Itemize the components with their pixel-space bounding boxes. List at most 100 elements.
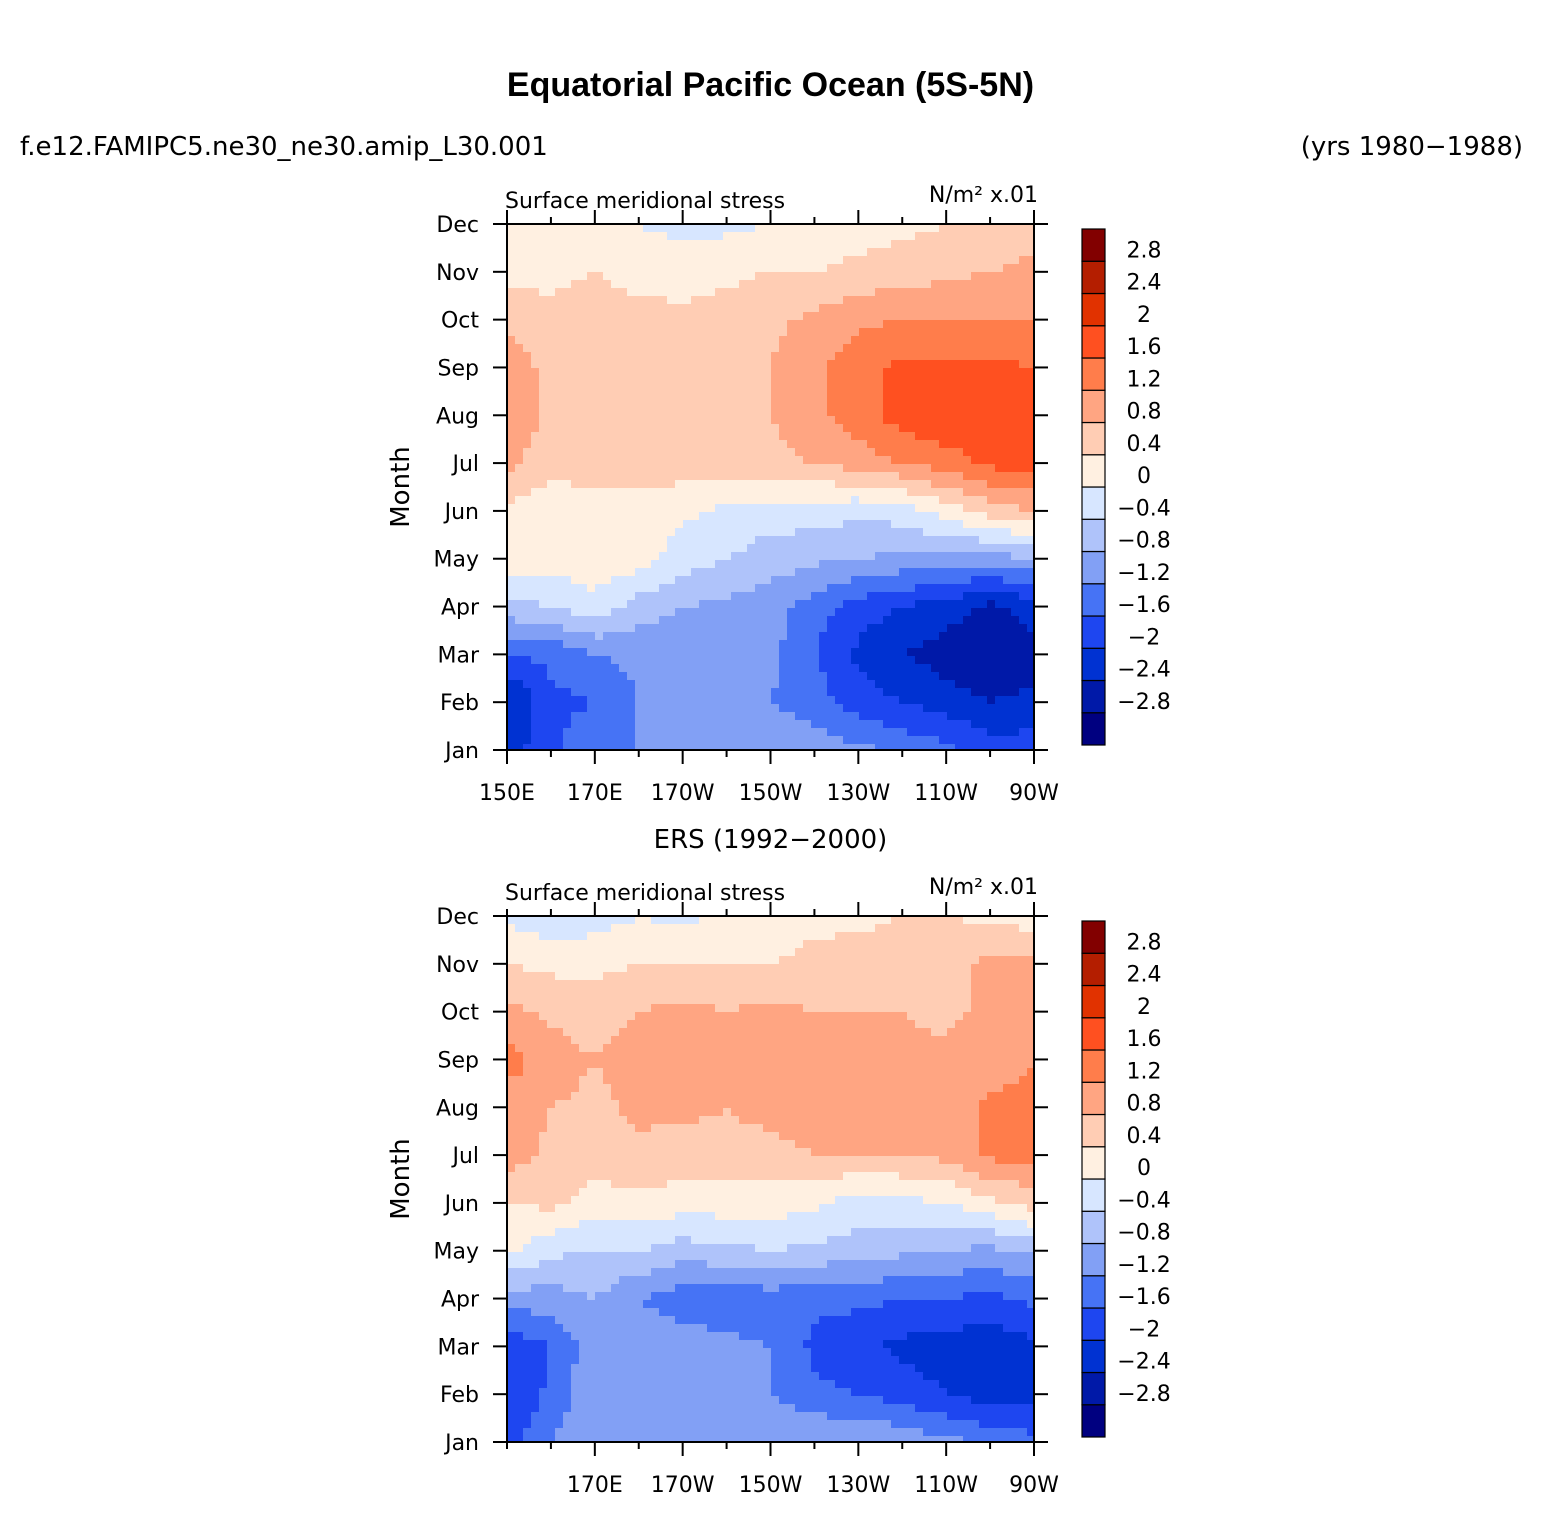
heatmap-cell xyxy=(507,440,516,449)
heatmap-cell xyxy=(627,956,636,965)
heatmap-cell xyxy=(587,616,596,625)
heatmap-cell xyxy=(827,924,836,933)
heatmap-cell xyxy=(531,512,540,521)
heatmap-cell xyxy=(683,368,692,377)
heatmap-cell xyxy=(891,384,900,393)
heatmap-cell xyxy=(547,576,556,585)
heatmap-cell xyxy=(747,368,756,377)
heatmap-cell xyxy=(979,256,988,265)
heatmap-cell xyxy=(763,736,772,745)
heatmap-cell xyxy=(579,600,588,609)
heatmap-cell xyxy=(939,368,948,377)
heatmap-cell xyxy=(619,592,628,601)
heatmap-cell xyxy=(651,424,660,433)
heatmap-cell xyxy=(955,656,964,665)
heatmap-cell xyxy=(651,544,660,553)
y-tick-label: Apr xyxy=(441,596,480,621)
heatmap-cell xyxy=(1003,480,1012,489)
heatmap-cell xyxy=(835,728,844,737)
heatmap-cell xyxy=(1011,744,1020,751)
heatmap-cell xyxy=(523,256,532,265)
heatmap-cell xyxy=(547,940,556,949)
heatmap-cell xyxy=(1011,272,1020,281)
heatmap-cell xyxy=(667,288,676,297)
heatmap-cell xyxy=(675,680,684,689)
heatmap-cell xyxy=(827,224,836,233)
heatmap-cell xyxy=(763,296,772,305)
heatmap-cell xyxy=(547,696,556,705)
heatmap-cell xyxy=(1003,416,1012,425)
heatmap-cell xyxy=(907,272,916,281)
heatmap-cell xyxy=(915,240,924,249)
colorbar-box xyxy=(1081,712,1106,746)
heatmap-cell xyxy=(571,464,580,473)
heatmap-cell xyxy=(643,924,652,933)
heatmap-cell xyxy=(779,376,788,385)
heatmap-cell xyxy=(987,496,996,505)
heatmap-cell xyxy=(731,672,740,681)
heatmap-cell xyxy=(651,924,660,933)
heatmap-cell xyxy=(803,240,812,249)
heatmap-cell xyxy=(803,328,812,337)
heatmap-cell xyxy=(707,312,716,321)
heatmap-cell xyxy=(627,432,636,441)
heatmap-cell xyxy=(507,488,516,497)
heatmap-cell xyxy=(731,368,740,377)
heatmap-cell xyxy=(787,328,796,337)
heatmap-cell xyxy=(899,656,908,665)
heatmap-cell xyxy=(955,448,964,457)
heatmap-cell xyxy=(891,924,900,933)
heatmap-cell xyxy=(643,248,652,257)
heatmap-cell xyxy=(867,392,876,401)
heatmap-cell xyxy=(555,924,564,933)
heatmap-cell xyxy=(883,464,892,473)
heatmap-cell xyxy=(587,312,596,321)
heatmap-cell xyxy=(539,384,548,393)
heatmap-cell xyxy=(1003,520,1012,529)
heatmap-cell xyxy=(627,624,636,633)
heatmap-cell xyxy=(763,632,772,641)
heatmap-cell xyxy=(699,672,708,681)
heatmap-cell xyxy=(675,232,684,241)
heatmap-cell xyxy=(587,728,596,737)
heatmap-cell xyxy=(603,440,612,449)
heatmap-cell xyxy=(587,576,596,585)
heatmap-cell xyxy=(739,384,748,393)
heatmap-cell xyxy=(659,544,668,553)
heatmap-cell xyxy=(779,520,788,529)
heatmap-cell xyxy=(779,416,788,425)
heatmap-cell xyxy=(843,696,852,705)
heatmap-cell xyxy=(1019,232,1028,241)
heatmap-cell xyxy=(835,520,844,529)
heatmap-cell xyxy=(619,560,628,569)
heatmap-cell xyxy=(627,608,636,617)
heatmap-cell xyxy=(979,336,988,345)
heatmap-cell xyxy=(851,560,860,569)
heatmap-cell xyxy=(931,568,940,577)
heatmap-cell xyxy=(651,280,660,289)
heatmap-cell xyxy=(787,616,796,625)
heatmap-cell xyxy=(603,544,612,553)
heatmap-cell xyxy=(675,640,684,649)
heatmap-cell xyxy=(891,472,900,481)
heatmap-cell xyxy=(1027,608,1035,617)
heatmap-cell xyxy=(883,336,892,345)
heatmap-cell xyxy=(683,704,692,713)
heatmap-cell xyxy=(787,528,796,537)
heatmap-cell xyxy=(579,472,588,481)
heatmap-cell xyxy=(955,552,964,561)
heatmap-cell xyxy=(803,916,812,925)
heatmap-cell xyxy=(555,552,564,561)
heatmap-cell xyxy=(891,568,900,577)
heatmap-cell xyxy=(971,456,980,465)
heatmap-cell xyxy=(907,240,916,249)
heatmap-cell xyxy=(819,504,828,513)
heatmap-cell xyxy=(571,504,580,513)
heatmap-cell xyxy=(827,680,836,689)
heatmap-cell xyxy=(955,640,964,649)
heatmap-cell xyxy=(795,924,804,933)
heatmap-cell xyxy=(691,632,700,641)
heatmap-cell xyxy=(787,312,796,321)
heatmap-cell xyxy=(891,312,900,321)
heatmap-cell xyxy=(547,536,556,545)
